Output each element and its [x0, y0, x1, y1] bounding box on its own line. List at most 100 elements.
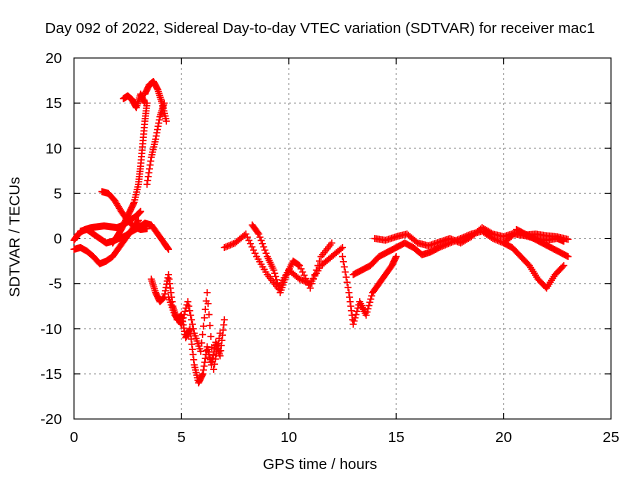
data-point — [204, 300, 212, 308]
data-point — [349, 320, 357, 328]
data-point — [300, 271, 308, 279]
y-tick-label: -5 — [49, 276, 62, 293]
data-points — [70, 77, 572, 387]
data-point — [560, 262, 568, 270]
data-point — [365, 302, 373, 310]
x-tick-label: 25 — [603, 429, 620, 446]
data-point — [303, 278, 311, 286]
data-point — [201, 305, 209, 313]
data-point — [272, 273, 280, 281]
series-arc-g — [141, 77, 170, 125]
data-point — [302, 274, 310, 282]
data-point — [187, 311, 195, 319]
y-tick-label: 20 — [45, 50, 62, 67]
data-point — [262, 249, 270, 257]
data-point — [197, 347, 205, 355]
data-point — [248, 243, 256, 251]
data-point — [255, 230, 263, 238]
data-point — [165, 245, 173, 253]
data-point — [220, 316, 228, 324]
series-arc-b — [70, 216, 142, 268]
data-point — [245, 236, 253, 244]
series-arc-q — [512, 225, 572, 261]
series-arc-j — [165, 289, 224, 373]
data-point — [343, 278, 351, 286]
data-point — [185, 302, 193, 310]
data-point — [200, 314, 208, 322]
data-point — [199, 331, 207, 339]
data-point — [143, 225, 151, 233]
data-point — [216, 329, 224, 337]
data-point — [212, 350, 220, 358]
data-point — [412, 238, 420, 246]
axis-ticks — [73, 57, 612, 420]
data-point — [314, 262, 322, 270]
data-point — [339, 253, 346, 261]
data-point — [261, 246, 269, 254]
data-point — [312, 266, 320, 274]
data-point — [352, 311, 360, 319]
data-point — [342, 273, 350, 281]
data-point — [199, 322, 207, 330]
data-point — [344, 283, 352, 291]
data-point — [243, 233, 251, 241]
data-point — [250, 246, 258, 254]
data-point — [270, 266, 278, 274]
data-point — [206, 322, 214, 330]
data-point — [246, 240, 254, 248]
data-point — [178, 317, 186, 325]
data-point — [179, 314, 187, 322]
y-tick-label: 15 — [45, 95, 62, 112]
data-point — [208, 343, 216, 351]
data-point — [162, 117, 170, 125]
data-point — [351, 314, 359, 322]
series-arc-m — [339, 253, 400, 328]
x-tick-label: 5 — [177, 429, 185, 446]
data-point — [392, 253, 400, 261]
y-tick-label: 5 — [54, 185, 62, 202]
data-point — [134, 216, 142, 224]
data-point — [211, 355, 219, 363]
data-point — [363, 308, 371, 316]
data-point — [242, 230, 250, 238]
data-point — [258, 240, 266, 248]
data-point — [210, 365, 218, 373]
data-point — [339, 244, 346, 252]
data-point — [366, 298, 374, 306]
data-point — [160, 99, 168, 107]
data-point — [297, 265, 305, 273]
data-point — [254, 229, 262, 237]
data-point — [305, 281, 313, 289]
data-point — [328, 239, 336, 247]
data-point — [564, 235, 572, 243]
data-point — [134, 218, 142, 226]
data-point — [137, 207, 145, 215]
data-point — [296, 262, 304, 270]
data-point — [251, 249, 259, 257]
data-point — [188, 316, 196, 324]
data-point — [189, 325, 197, 333]
data-point — [367, 295, 375, 303]
data-point — [311, 271, 319, 279]
data-point — [203, 289, 211, 297]
y-tick-label: -10 — [40, 321, 62, 338]
data-point — [273, 279, 281, 287]
x-tick-label: 0 — [70, 429, 78, 446]
x-axis-label: GPS time / hours — [262, 456, 378, 473]
data-point — [564, 253, 572, 261]
series-arc-h — [143, 99, 168, 188]
data-point — [487, 229, 495, 237]
data-point — [339, 258, 347, 266]
data-point — [214, 340, 222, 348]
data-point — [205, 311, 213, 319]
data-point — [207, 332, 215, 340]
series-arc-l — [248, 221, 336, 297]
x-tick-label: 20 — [495, 429, 512, 446]
data-point — [337, 245, 345, 253]
chart-title: Day 092 of 2022, Sidereal Day-to-day VTE… — [45, 20, 595, 37]
data-point — [306, 284, 314, 292]
data-point — [186, 307, 194, 315]
y-tick-label: 10 — [45, 140, 62, 157]
data-point — [211, 360, 219, 368]
data-point — [368, 292, 376, 300]
